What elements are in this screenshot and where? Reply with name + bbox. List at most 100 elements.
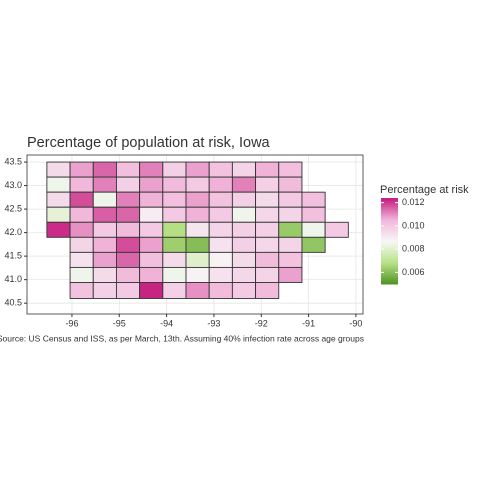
colorbar-step: [381, 251, 398, 255]
colorbar-label: 0.010: [402, 220, 425, 230]
county: [115, 161, 141, 178]
colorbar-step: [381, 221, 398, 225]
county: [324, 221, 349, 238]
colorbar-step: [381, 202, 398, 205]
legend-title: Percentage at risk: [380, 184, 469, 196]
colorbar-step: [381, 234, 398, 238]
county: [208, 206, 233, 223]
colorbar-step: [381, 262, 398, 266]
county: [139, 206, 164, 223]
county: [139, 251, 164, 268]
colorbar-step: [381, 271, 398, 274]
colorbar-step: [381, 210, 398, 214]
colorbar-label: 0.008: [402, 244, 425, 254]
chart-title: Percentage of population at risk, Iowa: [27, 135, 271, 151]
county: [139, 176, 164, 193]
county: [278, 236, 303, 253]
county: [69, 266, 94, 283]
colorbar-step: [381, 232, 398, 236]
county: [92, 176, 117, 193]
y-tick-label: 43.0: [4, 180, 22, 190]
county: [69, 161, 94, 178]
colorbar-step: [381, 281, 398, 285]
colorbar-step: [381, 264, 398, 268]
county: [162, 161, 187, 178]
county: [139, 161, 164, 178]
colorbar-step: [381, 268, 398, 272]
county: [185, 161, 210, 178]
county: [208, 236, 233, 253]
colorbar-step: [381, 206, 398, 210]
colorbar-step: [381, 277, 398, 281]
county: [46, 161, 71, 178]
colorbar-step: [381, 279, 398, 283]
county: [255, 161, 280, 178]
county: [69, 206, 94, 223]
county: [301, 206, 326, 223]
county: [139, 266, 164, 283]
county: [231, 161, 257, 178]
y-tick-label: 42.0: [4, 227, 22, 237]
colorbar-step: [381, 198, 398, 201]
county: [278, 251, 303, 268]
colorbar-step: [381, 238, 398, 242]
county: [231, 251, 257, 268]
county: [255, 282, 280, 299]
county: [301, 236, 326, 253]
caption: Source: US Census and ISS, as per March,…: [0, 333, 364, 343]
county: [255, 266, 280, 283]
county: [92, 282, 117, 299]
colorbar-step: [381, 260, 398, 263]
county: [69, 236, 94, 253]
colorbar-step: [381, 253, 398, 257]
county: [231, 191, 257, 208]
x-tick-label: -93: [207, 318, 220, 328]
colorbar-step: [381, 208, 398, 212]
county: [278, 176, 303, 193]
county: [115, 221, 141, 238]
county: [162, 221, 187, 238]
colorbar-step: [381, 243, 398, 246]
colorbar-step: [381, 275, 398, 279]
county: [139, 221, 164, 238]
y-tick-label: 42.5: [4, 203, 22, 213]
county: [115, 266, 141, 283]
county: [69, 176, 94, 193]
county: [92, 266, 117, 283]
colorbar-step: [381, 219, 398, 223]
colorbar-step: [381, 249, 398, 253]
county: [162, 206, 187, 223]
county: [69, 282, 94, 299]
colorbar-step: [381, 266, 398, 270]
county: [208, 266, 233, 283]
county: [301, 191, 326, 208]
colorbar-label: 0.006: [402, 267, 425, 277]
colorbar-step: [381, 273, 398, 276]
county: [46, 206, 71, 223]
county: [46, 221, 71, 238]
county: [208, 221, 233, 238]
county: [162, 282, 187, 299]
x-tick-label: -90: [349, 318, 362, 328]
colorbar-step: [381, 215, 398, 218]
county: [208, 161, 233, 178]
y-tick-label: 43.5: [4, 156, 22, 166]
colorbar-label: 0.012: [402, 197, 425, 207]
county: [231, 221, 257, 238]
county: [208, 176, 233, 193]
colorbar-step: [381, 223, 398, 227]
colorbar-step: [381, 245, 398, 248]
county: [185, 266, 210, 283]
county: [185, 221, 210, 238]
county: [231, 236, 257, 253]
colorbar-step: [381, 247, 398, 251]
county: [278, 206, 303, 223]
y-tick-label: 41.5: [4, 251, 22, 261]
county: [139, 236, 164, 253]
county: [139, 191, 164, 208]
county: [92, 191, 117, 208]
county: [162, 251, 187, 268]
colorbar-step: [381, 204, 398, 208]
county: [185, 176, 210, 193]
county: [162, 176, 187, 193]
